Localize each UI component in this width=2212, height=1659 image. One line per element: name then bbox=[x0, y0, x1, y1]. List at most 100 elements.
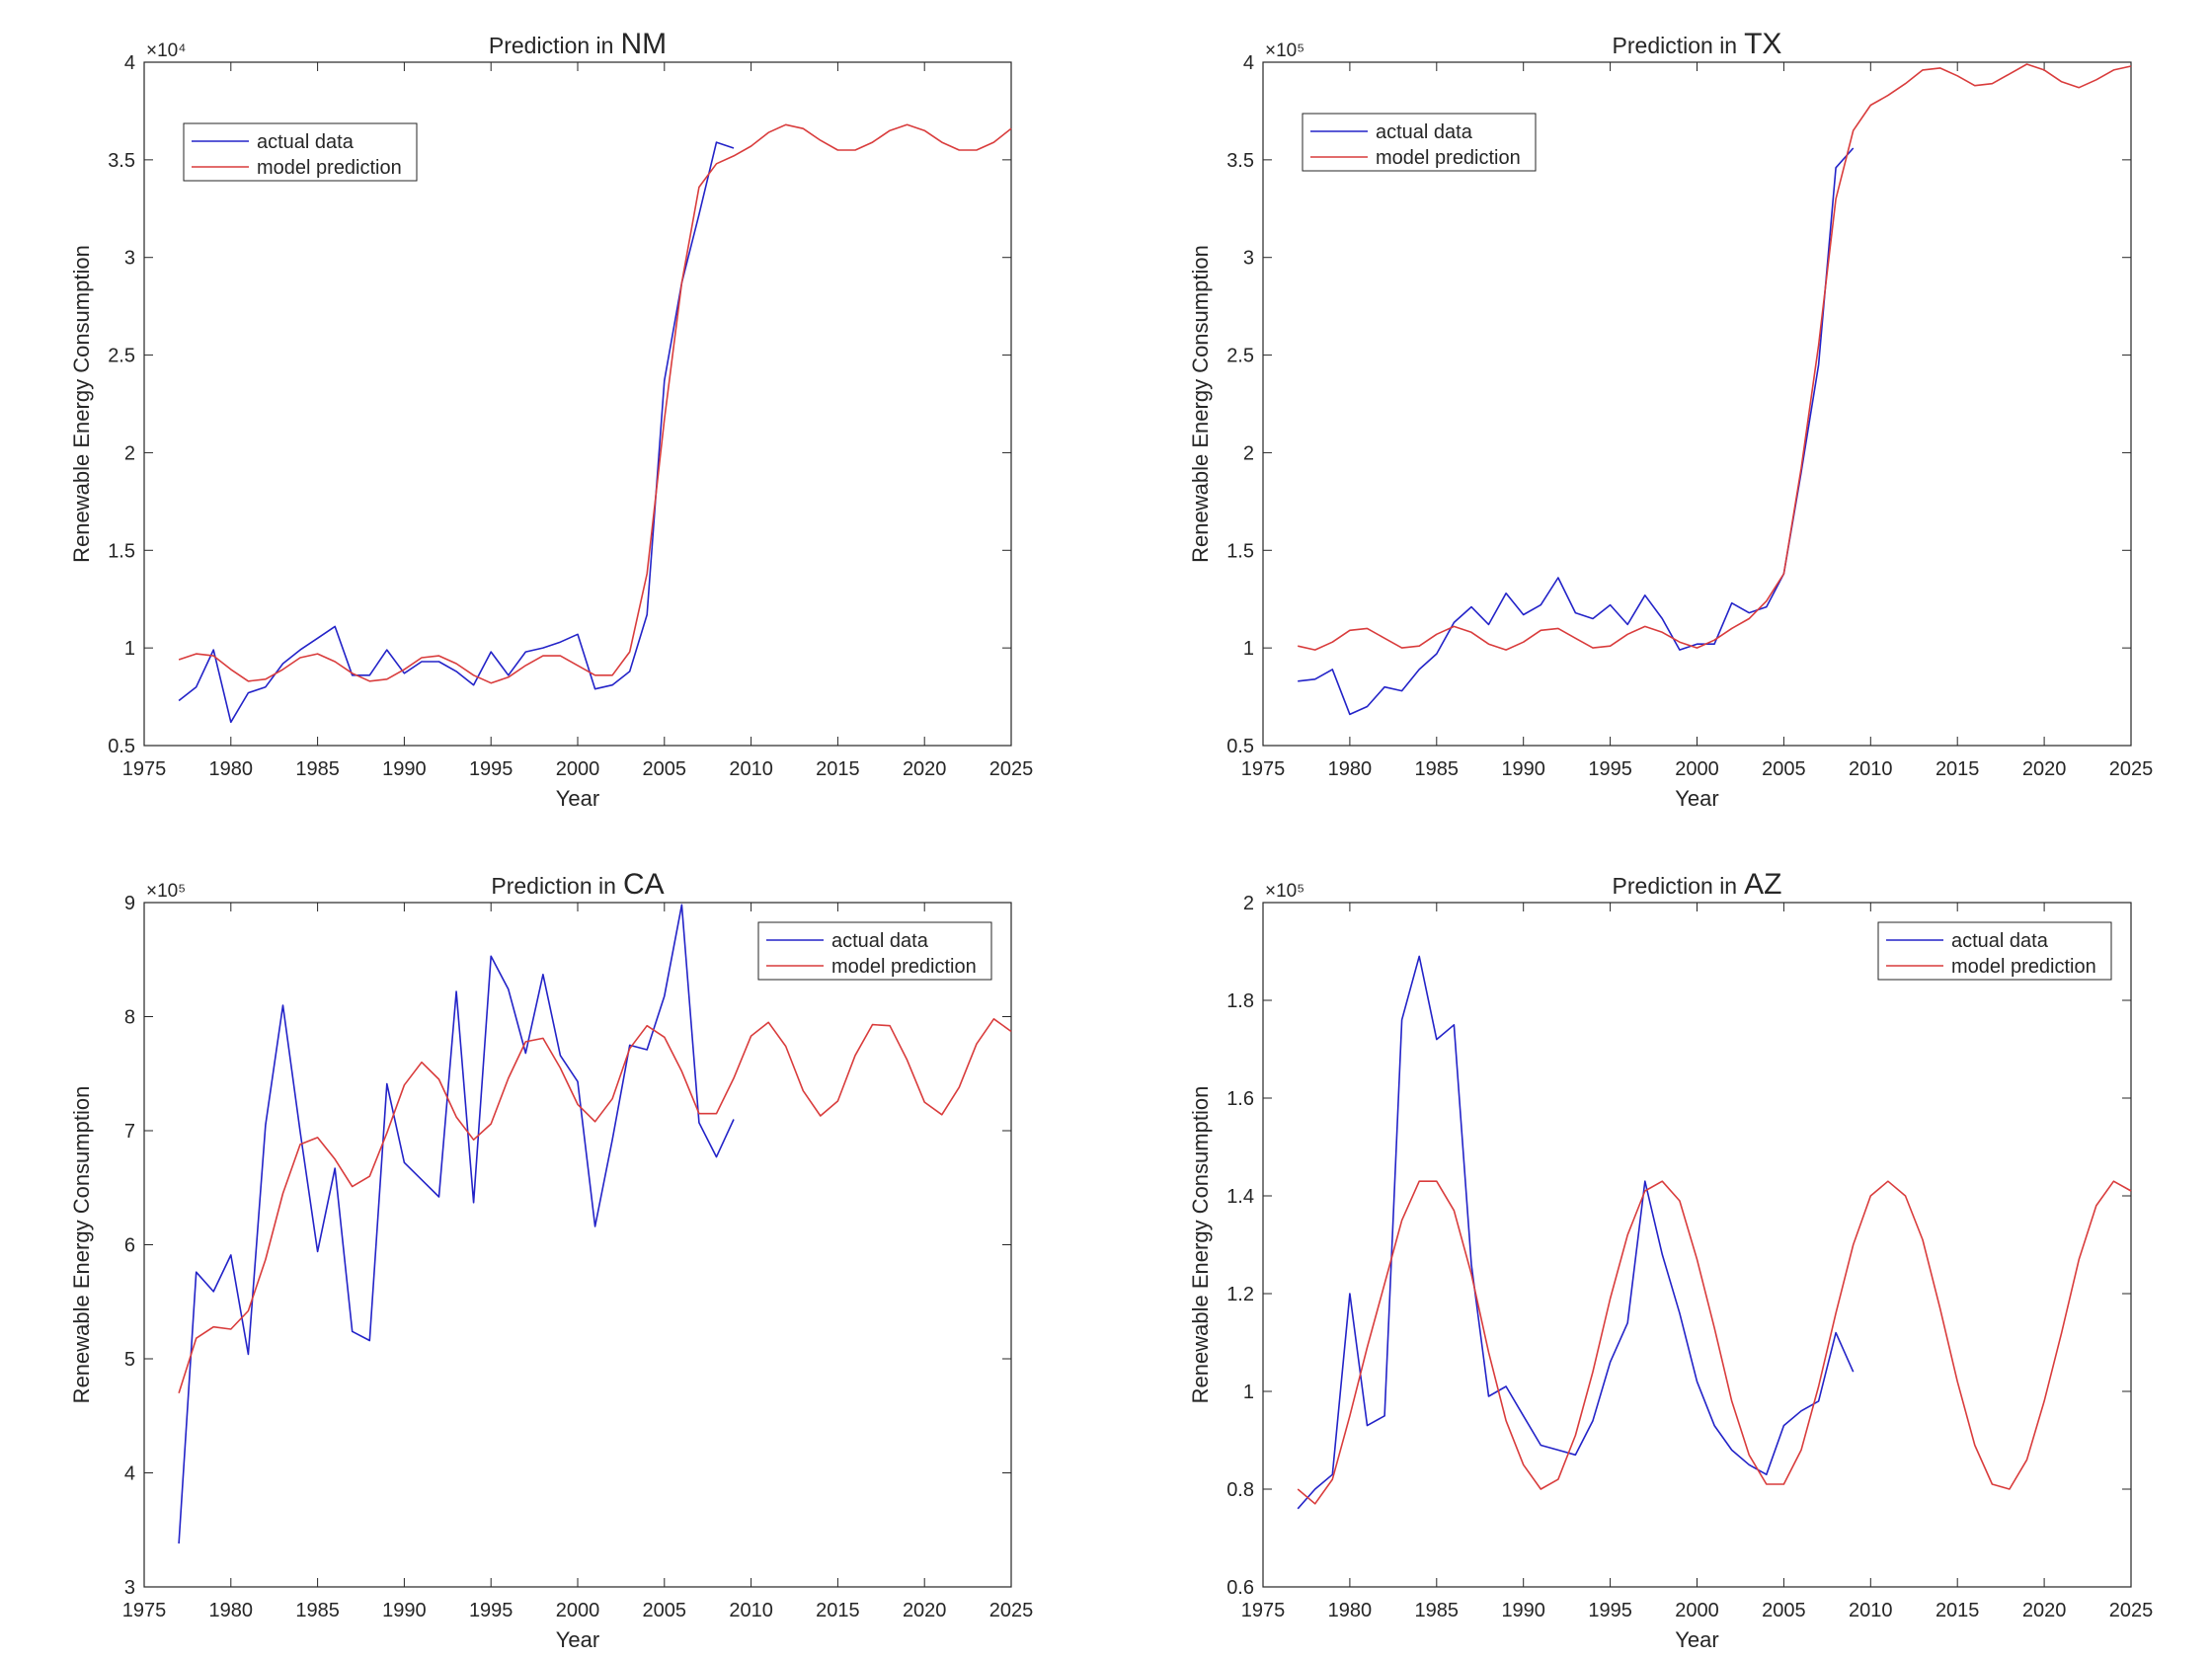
chart-az-legend: actual data model prediction bbox=[1877, 921, 2112, 981]
chart-tx-exponent-label: ×10⁵ bbox=[1265, 40, 1304, 61]
chart-nm-exponent-label: ×10⁴ bbox=[146, 40, 186, 61]
chart-tx-x-tick-label: 2005 bbox=[1762, 758, 1806, 780]
chart-nm-legend: actual data model prediction bbox=[183, 122, 418, 182]
chart-az-x-tick-label: 1985 bbox=[1415, 1600, 1460, 1621]
chart-tx: 1975 1980 1985 1990 1995 2000 2005 2010 2015 2020… bbox=[1188, 28, 2153, 811]
chart-az-x-tick-label: 2000 bbox=[1675, 1600, 1719, 1621]
chart-ca-legend-label: actual data bbox=[831, 930, 929, 952]
chart-nm-y-axis-label: Renewable Energy Consumption bbox=[69, 245, 94, 563]
chart-tx-x-tick-label: 2015 bbox=[1936, 758, 1980, 780]
chart-nm-y-tick-label: 2.5 bbox=[108, 346, 135, 367]
chart-tx-x-axis-label: Year bbox=[1675, 786, 1718, 811]
chart-az-x-axis-label: Year bbox=[1675, 1627, 1718, 1652]
chart-ca-legend-box bbox=[757, 921, 992, 981]
chart-tx-actual-data-line bbox=[1298, 147, 1855, 716]
chart-az-x-tick-label: 2025 bbox=[2109, 1600, 2154, 1621]
chart-tx-model-prediction-line bbox=[1298, 63, 2132, 651]
chart-nm-title-prefix: Prediction in bbox=[489, 33, 614, 58]
chart-ca-legend: actual data model prediction bbox=[757, 921, 992, 981]
chart-az-y-tick-label: 1.4 bbox=[1226, 1186, 1254, 1208]
chart-ca-exponent-label: ×10⁵ bbox=[146, 881, 186, 902]
chart-ca-title: Prediction in CA bbox=[491, 868, 664, 901]
chart-nm-x-tick-label: 2000 bbox=[556, 758, 600, 780]
chart-az-x-tick-label: 2015 bbox=[1936, 1600, 1980, 1621]
chart-tx-y-tick-label: 4 bbox=[1243, 52, 1254, 74]
chart-az-exponent-label: ×10⁵ bbox=[1265, 881, 1304, 902]
chart-az-legend-box bbox=[1877, 921, 2112, 981]
chart-ca-y-tick-label: 3 bbox=[124, 1577, 135, 1599]
chart-ca-x-tick-label: 2010 bbox=[729, 1600, 773, 1621]
chart-nm-model-prediction-line bbox=[178, 123, 1012, 684]
chart-az-y-tick-label: 1.6 bbox=[1226, 1088, 1254, 1110]
chart-az-x-tick-label: 2010 bbox=[1849, 1600, 1893, 1621]
chart-ca-x-tick-label: 2000 bbox=[556, 1600, 600, 1621]
chart-az-actual-data-line bbox=[1297, 955, 1855, 1510]
chart-nm-x-tick-label: 1990 bbox=[382, 758, 427, 780]
chart-az: 1975 1980 1985 1990 1995 2000 2005 2010 2015 2020… bbox=[1188, 868, 2153, 1652]
chart-ca-y-axis-label: Renewable Energy Consumption bbox=[69, 1086, 94, 1404]
chart-nm-x-tick-label: 2025 bbox=[989, 758, 1034, 780]
chart-az-y-tick-label: 2 bbox=[1243, 893, 1254, 914]
chart-tx-x-tick-label: 2000 bbox=[1675, 758, 1719, 780]
chart-nm-y-tick-label: 0.5 bbox=[108, 736, 135, 757]
chart-az-x-tick-label: 1995 bbox=[1588, 1600, 1632, 1621]
chart-tx-y-tick-label: 3.5 bbox=[1226, 150, 1254, 172]
chart-az-y-tick-label: 1.2 bbox=[1226, 1284, 1254, 1305]
chart-ca-actual-data-line bbox=[178, 904, 735, 1544]
chart-tx-legend-label: actual data bbox=[1376, 121, 1473, 143]
chart-az-x-tick-label: 1990 bbox=[1501, 1600, 1545, 1621]
chart-ca-x-tick-label: 2015 bbox=[816, 1600, 860, 1621]
chart-tx-x-tick-label: 1995 bbox=[1588, 758, 1632, 780]
chart-nm-y-tick-label: 1 bbox=[124, 638, 135, 660]
chart-tx-y-tick-label: 2.5 bbox=[1226, 346, 1254, 367]
chart-nm-legend-box bbox=[183, 122, 418, 182]
chart-az-y-tick-label: 1.8 bbox=[1226, 990, 1254, 1012]
chart-nm-x-tick-label: 1995 bbox=[469, 758, 514, 780]
chart-az-x-tick-label: 2005 bbox=[1762, 1600, 1806, 1621]
chart-ca-y-tick-label: 7 bbox=[124, 1121, 135, 1143]
chart-nm-x-tick-label: 1985 bbox=[295, 758, 340, 780]
chart-ca-legend-label: model prediction bbox=[831, 956, 977, 978]
chart-tx-x-tick-label: 2020 bbox=[2022, 758, 2067, 780]
chart-ca-y-tick-label: 9 bbox=[124, 893, 135, 914]
chart-az-title: Prediction in AZ bbox=[1613, 868, 1782, 901]
chart-ca-x-tick-label: 1975 bbox=[122, 1600, 167, 1621]
chart-ca-x-axis-label: Year bbox=[556, 1627, 599, 1652]
chart-ca-x-tick-label: 1990 bbox=[382, 1600, 427, 1621]
chart-nm-title: Prediction in NM bbox=[489, 28, 667, 60]
chart-tx-x-tick-label: 1980 bbox=[1328, 758, 1373, 780]
chart-ca-x-tick-label: 2025 bbox=[989, 1600, 1034, 1621]
chart-tx-y-tick-label: 2 bbox=[1243, 442, 1254, 464]
chart-az-title-state: AZ bbox=[1744, 868, 1781, 901]
chart-nm-x-tick-label: 2020 bbox=[903, 758, 947, 780]
chart-ca-x-tick-label: 1985 bbox=[295, 1600, 340, 1621]
chart-nm-y-tick-label: 1.5 bbox=[108, 540, 135, 562]
chart-nm-x-tick-label: 2005 bbox=[643, 758, 687, 780]
chart-tx-y-tick-label: 1.5 bbox=[1226, 540, 1254, 562]
chart-az-model-prediction-line bbox=[1297, 1180, 2132, 1505]
chart-az-x-tick-label: 1975 bbox=[1241, 1600, 1286, 1621]
chart-ca-x-tick-label: 2005 bbox=[643, 1600, 687, 1621]
chart-ca: 1975 1980 1985 1990 1995 2000 2005 2010 2015 2020… bbox=[69, 868, 1033, 1652]
chart-nm-x-tick-label: 2010 bbox=[729, 758, 773, 780]
chart-tx-title-state: TX bbox=[1744, 28, 1781, 60]
chart-az-legend-label: actual data bbox=[1951, 930, 2049, 952]
chart-tx-title: Prediction in TX bbox=[1613, 28, 1782, 60]
chart-ca-model-prediction-line bbox=[178, 1018, 1012, 1393]
chart-nm-x-tick-label: 1975 bbox=[122, 758, 167, 780]
chart-tx-y-axis-label: Renewable Energy Consumption bbox=[1188, 245, 1213, 563]
chart-az-y-tick-label: 1 bbox=[1243, 1382, 1254, 1403]
chart-az-x-tick-label: 1980 bbox=[1328, 1600, 1373, 1621]
chart-nm: 1975 1980 1985 1990 1995 2000 2005 2010 2015 2020… bbox=[69, 28, 1033, 811]
chart-nm-title-state: NM bbox=[620, 28, 667, 60]
chart-nm-legend-label: actual data bbox=[257, 131, 355, 153]
chart-tx-legend-box bbox=[1302, 113, 1537, 172]
chart-ca-x-tick-label: 2020 bbox=[903, 1600, 947, 1621]
chart-ca-title-prefix: Prediction in bbox=[491, 873, 616, 899]
chart-ca-y-tick-label: 8 bbox=[124, 1007, 135, 1029]
chart-az-legend-label: model prediction bbox=[1951, 956, 2096, 978]
chart-az-title-prefix: Prediction in bbox=[1613, 873, 1738, 899]
chart-ca-y-tick-label: 4 bbox=[124, 1463, 135, 1485]
chart-tx-y-tick-label: 3 bbox=[1243, 248, 1254, 270]
